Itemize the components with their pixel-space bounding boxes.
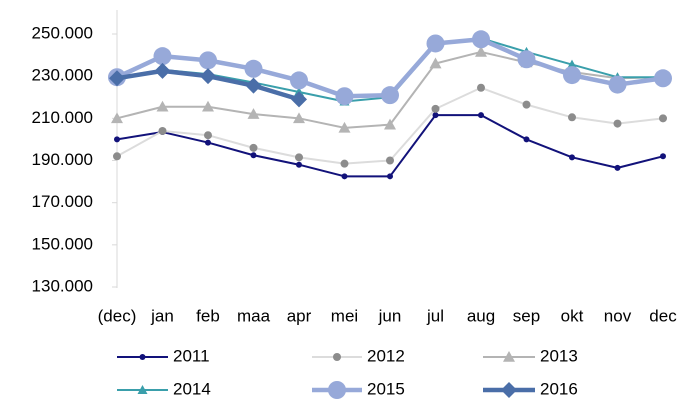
data-point bbox=[341, 173, 348, 180]
data-point bbox=[109, 70, 125, 87]
legend-marker bbox=[139, 354, 146, 360]
data-point bbox=[204, 131, 212, 140]
y-tick-label: 170.000 bbox=[32, 192, 93, 211]
legend-marker bbox=[328, 381, 346, 399]
data-point bbox=[111, 112, 123, 124]
legend-label: 2012 bbox=[367, 346, 405, 365]
data-point bbox=[340, 159, 349, 168]
data-point bbox=[249, 143, 258, 152]
data-point bbox=[290, 71, 308, 90]
data-point bbox=[477, 83, 485, 92]
y-tick-label: 190.000 bbox=[32, 150, 93, 169]
data-point bbox=[338, 121, 351, 133]
legend-marker bbox=[501, 382, 517, 398]
x-tick-label: jul bbox=[426, 306, 444, 325]
data-point bbox=[247, 108, 260, 119]
x-tick-label: apr bbox=[287, 306, 312, 325]
data-point bbox=[335, 87, 354, 106]
data-point bbox=[199, 51, 217, 70]
x-tick-label: dec bbox=[649, 306, 677, 325]
legend-marker bbox=[503, 351, 515, 362]
data-point bbox=[429, 57, 442, 69]
data-point bbox=[113, 152, 121, 161]
data-point bbox=[296, 161, 302, 168]
y-tick-label: 230.000 bbox=[32, 66, 93, 85]
data-point bbox=[202, 100, 214, 112]
data-point bbox=[478, 112, 484, 119]
y-tick-label: 150.000 bbox=[32, 234, 93, 253]
data-point bbox=[517, 50, 536, 69]
data-point bbox=[614, 164, 621, 171]
x-tick-label: sep bbox=[513, 306, 540, 325]
data-point bbox=[386, 156, 394, 165]
data-point bbox=[431, 104, 440, 113]
data-point bbox=[569, 154, 575, 161]
data-point bbox=[295, 153, 303, 162]
legend-marker bbox=[333, 353, 341, 361]
legend-label: 2014 bbox=[173, 379, 211, 398]
data-point bbox=[472, 30, 490, 49]
data-point bbox=[567, 59, 577, 69]
data-point bbox=[381, 86, 399, 105]
x-tick-label: maa bbox=[237, 306, 271, 325]
y-tick-label: 250.000 bbox=[32, 23, 93, 42]
legend-label: 2015 bbox=[367, 379, 405, 398]
legend-label: 2016 bbox=[540, 379, 578, 398]
data-point bbox=[245, 77, 262, 94]
data-point bbox=[563, 66, 581, 85]
legend-marker bbox=[137, 385, 148, 394]
y-tick-label: 210.000 bbox=[32, 108, 93, 127]
data-point bbox=[153, 47, 172, 66]
data-point bbox=[154, 62, 171, 79]
data-point bbox=[522, 100, 531, 109]
x-tick-label: feb bbox=[196, 306, 220, 325]
data-point bbox=[384, 118, 396, 130]
data-point bbox=[613, 119, 622, 128]
data-point bbox=[200, 68, 216, 85]
data-point bbox=[523, 136, 530, 143]
data-point bbox=[244, 59, 263, 78]
x-tick-label: jan bbox=[150, 306, 174, 325]
data-point bbox=[568, 113, 576, 122]
data-point bbox=[387, 173, 393, 180]
data-point bbox=[608, 75, 627, 94]
data-point bbox=[660, 153, 666, 160]
data-point bbox=[432, 112, 439, 119]
data-point bbox=[158, 126, 167, 135]
data-point bbox=[475, 45, 487, 57]
x-tick-label: mei bbox=[331, 306, 358, 325]
data-point bbox=[291, 91, 307, 108]
x-tick-label: nov bbox=[604, 306, 632, 325]
data-point bbox=[659, 114, 667, 123]
legend-label: 2011 bbox=[173, 346, 210, 365]
data-point bbox=[293, 112, 305, 124]
data-point bbox=[654, 69, 672, 88]
x-tick-label: aug bbox=[467, 306, 495, 325]
data-point bbox=[205, 139, 211, 146]
data-point bbox=[250, 152, 257, 159]
x-tick-label: jun bbox=[378, 306, 402, 325]
data-point bbox=[426, 34, 445, 53]
x-tick-label: okt bbox=[561, 306, 584, 325]
y-tick-label: 130.000 bbox=[32, 276, 93, 295]
legend-label: 2013 bbox=[540, 346, 578, 365]
data-point bbox=[156, 100, 169, 112]
x-tick-label: (dec) bbox=[98, 306, 137, 325]
data-point bbox=[114, 136, 120, 143]
